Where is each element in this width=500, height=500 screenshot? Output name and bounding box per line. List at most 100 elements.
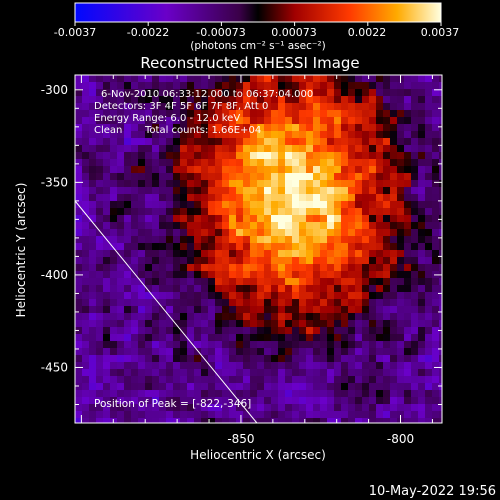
- heatmap-cell: [180, 180, 188, 188]
- colorbar-tick-4: 0.0022: [348, 26, 387, 39]
- heatmap-cell: [334, 264, 342, 272]
- heatmap-cell: [103, 320, 111, 328]
- heatmap-cell: [110, 208, 118, 216]
- heatmap-cell: [159, 418, 167, 423]
- heatmap-cell: [236, 306, 244, 314]
- heatmap-cell: [299, 75, 307, 83]
- heatmap-cell: [257, 292, 265, 300]
- heatmap-cell: [341, 355, 349, 363]
- heatmap-cell: [236, 264, 244, 272]
- heatmap-cell: [306, 250, 314, 258]
- heatmap-cell: [250, 236, 258, 244]
- heatmap-cell: [383, 341, 391, 349]
- heatmap-cell: [208, 159, 216, 167]
- heatmap-cell: [96, 138, 104, 146]
- heatmap-cell: [194, 285, 202, 293]
- heatmap-cell: [404, 334, 412, 342]
- heatmap-cell: [306, 327, 314, 335]
- colorbar-tick-1: -0.0022: [127, 26, 169, 39]
- heatmap-cell: [271, 285, 279, 293]
- heatmap-cell: [243, 285, 251, 293]
- heatmap-cell: [173, 208, 181, 216]
- heatmap-cell: [229, 173, 237, 181]
- heatmap-cell: [180, 411, 188, 419]
- heatmap-cell: [89, 201, 97, 209]
- heatmap-cell: [96, 376, 104, 384]
- heatmap-cell: [348, 348, 356, 356]
- heatmap-cell: [110, 152, 118, 160]
- heatmap-cell: [362, 383, 370, 391]
- heatmap-cell: [96, 411, 104, 419]
- heatmap-cell: [124, 222, 132, 230]
- heatmap-cell: [313, 383, 321, 391]
- heatmap-cell: [222, 124, 230, 132]
- heatmap-cell: [180, 173, 188, 181]
- heatmap-cell: [96, 131, 104, 139]
- heatmap-cell: [320, 243, 328, 251]
- heatmap-cell: [215, 334, 223, 342]
- heatmap-cell: [439, 362, 442, 370]
- heatmap-cell: [257, 89, 265, 97]
- heatmap-cell: [159, 208, 167, 216]
- heatmap-cell: [348, 292, 356, 300]
- heatmap-cell: [194, 152, 202, 160]
- heatmap-cell: [82, 327, 90, 335]
- heatmap-cell: [243, 124, 251, 132]
- heatmap-cell: [278, 159, 286, 167]
- heatmap-cell: [404, 362, 412, 370]
- heatmap-cell: [397, 110, 405, 118]
- heatmap-cell: [243, 173, 251, 181]
- heatmap-cell: [103, 159, 111, 167]
- heatmap-cell: [327, 348, 335, 356]
- heatmap-cell: [138, 145, 146, 153]
- heatmap-cell: [341, 285, 349, 293]
- heatmap-cell: [180, 369, 188, 377]
- heatmap-cell: [215, 362, 223, 370]
- heatmap-cell: [159, 348, 167, 356]
- heatmap-cell: [236, 201, 244, 209]
- heatmap-cell: [292, 145, 300, 153]
- heatmap-cell: [257, 418, 265, 423]
- heatmap-cell: [222, 236, 230, 244]
- heatmap-cell: [292, 257, 300, 265]
- heatmap-cell: [96, 257, 104, 265]
- heatmap-cell: [215, 306, 223, 314]
- heatmap-cell: [285, 180, 293, 188]
- heatmap-cell: [292, 299, 300, 307]
- heatmap-cell: [180, 390, 188, 398]
- heatmap-cell: [285, 194, 293, 202]
- heatmap-cell: [201, 278, 209, 286]
- heatmap-cell: [222, 369, 230, 377]
- heatmap-cell: [362, 404, 370, 412]
- heatmap-cell: [124, 96, 132, 104]
- y-tick-label: -300: [41, 83, 68, 97]
- heatmap-cell: [369, 75, 377, 83]
- heatmap-cell: [285, 264, 293, 272]
- heatmap-cell: [222, 341, 230, 349]
- heatmap-cell: [271, 292, 279, 300]
- heatmap-cell: [257, 82, 265, 90]
- heatmap-cell: [425, 250, 433, 258]
- heatmap-cell: [376, 299, 384, 307]
- heatmap-cell: [341, 103, 349, 111]
- heatmap-cell: [313, 131, 321, 139]
- heatmap-cell: [229, 82, 237, 90]
- heatmap-cell: [257, 313, 265, 321]
- heatmap-cell: [369, 124, 377, 132]
- heatmap-cell: [173, 243, 181, 251]
- heatmap-cell: [131, 229, 139, 237]
- heatmap-cell: [194, 215, 202, 223]
- heatmap-cell: [439, 173, 442, 181]
- heatmap-cell: [341, 166, 349, 174]
- heatmap-cell: [110, 327, 118, 335]
- heatmap-cell: [117, 341, 125, 349]
- heatmap-cell: [215, 124, 223, 132]
- heatmap-cell: [369, 341, 377, 349]
- heatmap-cell: [341, 152, 349, 160]
- heatmap-cell: [362, 418, 370, 423]
- heatmap-cell: [439, 145, 442, 153]
- heatmap-cell: [159, 166, 167, 174]
- heatmap-cell: [320, 327, 328, 335]
- heatmap-cell: [229, 355, 237, 363]
- heatmap-cell: [369, 159, 377, 167]
